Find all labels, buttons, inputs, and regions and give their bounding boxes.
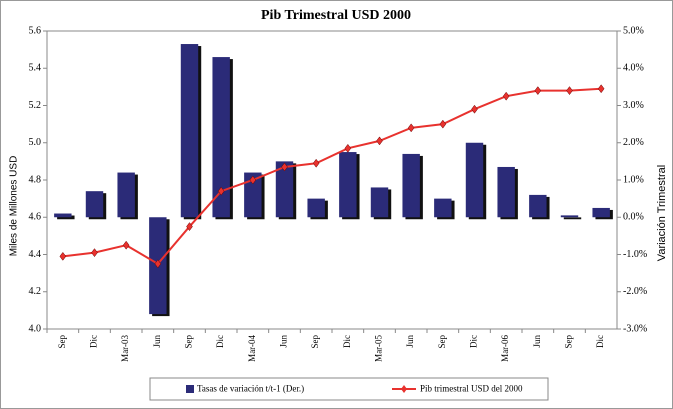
y-tick-label: 4.4	[29, 249, 42, 260]
marker	[407, 123, 415, 133]
marker	[217, 186, 225, 196]
bar	[244, 172, 262, 218]
bar	[465, 142, 484, 218]
line	[62, 87, 602, 266]
marker	[281, 162, 288, 172]
marker	[249, 175, 257, 185]
x-tick-label: Sep	[564, 335, 574, 349]
marker	[154, 259, 162, 269]
x-tick-label: Jun	[405, 335, 415, 348]
bar	[434, 198, 452, 218]
marker	[597, 84, 605, 94]
marker	[502, 91, 510, 101]
x-tick-label: Sep	[184, 335, 194, 349]
x-tick-label: Dic	[215, 335, 225, 348]
marker	[59, 251, 67, 261]
legend-marker	[401, 385, 407, 393]
y-tick-label: 5.4	[29, 63, 42, 74]
x-tick-label: Jun	[152, 335, 162, 348]
bar	[529, 194, 547, 218]
x-tick-label: Dic	[342, 335, 352, 348]
legend-label: Pib trimestral USD del 2000	[420, 384, 523, 394]
marker	[376, 136, 383, 146]
x-tick-label: Jun	[279, 335, 289, 348]
y2-tick-label: 1.0%	[623, 174, 644, 185]
x-tick-label: Dic	[89, 335, 99, 348]
x-tick-label: Sep	[310, 335, 320, 349]
marker	[122, 240, 130, 250]
y-tick-label: 4.6	[29, 212, 42, 223]
y-tick-label: 4.2	[29, 286, 42, 297]
y-tick-label: 4.0	[29, 323, 42, 334]
bar	[370, 187, 389, 218]
y2-tick-label: -1.0%	[623, 249, 647, 260]
bar	[339, 152, 357, 218]
marker	[312, 158, 320, 168]
x-tick-label: Dic	[595, 335, 605, 348]
bar	[117, 172, 135, 218]
y2-tick-label: 2.0%	[623, 137, 644, 148]
y-tick-label: 5.6	[29, 25, 42, 36]
y-tick-label: 4.8	[29, 174, 42, 185]
bar	[275, 161, 294, 218]
bar	[402, 153, 420, 218]
bar	[497, 166, 515, 218]
y2-tick-label: 0.0%	[623, 212, 644, 223]
bar	[307, 198, 325, 218]
bar	[85, 191, 104, 218]
y2-tick-label: -3.0%	[623, 323, 647, 334]
marker	[439, 119, 447, 129]
y2-tick-label: 4.0%	[623, 63, 644, 74]
bar-shadow	[563, 217, 582, 220]
x-tick-label: Mar-06	[500, 335, 510, 362]
y-tick-label: 5.0	[29, 137, 42, 148]
bar	[180, 44, 199, 218]
bar	[54, 213, 72, 218]
bar	[212, 57, 230, 218]
y2-tick-label: 3.0%	[623, 100, 644, 111]
x-tick-label: Sep	[57, 335, 67, 349]
marker	[534, 86, 542, 96]
x-tick-label: Mar-05	[374, 335, 384, 362]
x-tick-label: Dic	[469, 335, 479, 348]
y-axis-title: Miles de Millones USD	[9, 156, 20, 257]
x-tick-label: Jun	[532, 335, 542, 348]
legend-label: Tasas de variación t/t-1 (Der.)	[197, 384, 304, 394]
marker	[471, 104, 478, 114]
marker	[566, 86, 573, 96]
x-tick-label: Sep	[437, 335, 447, 349]
bar-shadow	[57, 215, 75, 220]
x-tick-label: Mar-04	[247, 335, 257, 362]
y2-axis-title: Variación Trimestral	[656, 165, 668, 261]
chart-title: Pib Trimestral USD 2000	[261, 8, 411, 23]
legend-swatch	[186, 385, 194, 393]
x-tick-label: Mar-03	[120, 335, 130, 362]
marker	[91, 248, 98, 258]
bar	[592, 207, 610, 218]
y2-tick-label: -2.0%	[623, 286, 647, 297]
bar	[560, 215, 579, 218]
legend	[149, 377, 549, 401]
marker	[344, 143, 352, 153]
y2-tick-label: 5.0%	[623, 25, 644, 36]
y-tick-label: 5.2	[29, 100, 42, 111]
marker	[186, 222, 193, 231]
